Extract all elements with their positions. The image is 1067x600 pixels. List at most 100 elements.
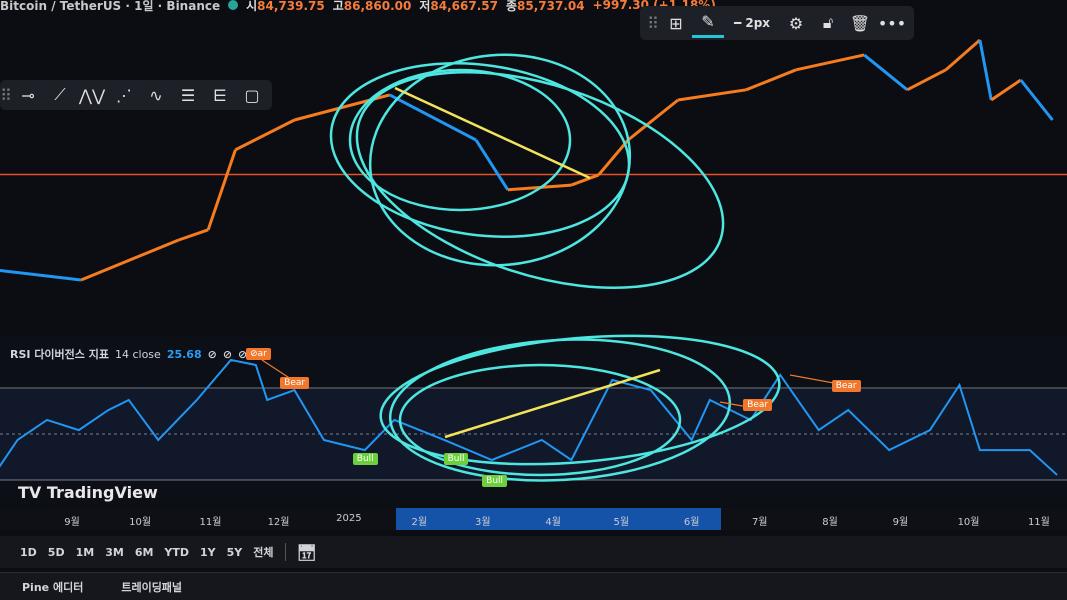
time-axis-label: 9월 xyxy=(892,517,909,528)
trash-icon[interactable]: 🗑︎ xyxy=(849,13,871,33)
rsi-legend[interactable]: RSI 다이버전스 지표 14 close 25.68 ⊘ ⊘ ⊘ xyxy=(10,346,247,362)
symbol-title[interactable]: Bitcoin / TetherUS · 1일 · Binance xyxy=(0,0,221,13)
range-3m[interactable]: 3M xyxy=(105,545,124,559)
add-grid-icon[interactable]: ⊞ xyxy=(669,13,683,33)
tab-trading-panel[interactable]: 트레이딩패널 xyxy=(121,580,183,594)
drag-handle-icon[interactable]: ⠿ xyxy=(0,85,12,105)
rsi-title: RSI 다이버전스 지표 xyxy=(10,348,109,361)
go-to-date-icon[interactable]: 📅︎ xyxy=(296,542,317,562)
close-label: 종 xyxy=(506,0,518,13)
rectangle-icon[interactable]: ▢ xyxy=(244,85,260,105)
price-segment xyxy=(944,38,981,71)
tab-pine-editor[interactable]: Pine 에디터 xyxy=(22,580,84,594)
price-segment xyxy=(178,228,209,242)
more-icon[interactable]: ••• xyxy=(877,13,907,33)
bull-divergence-label: Bull xyxy=(482,474,508,487)
range-6m[interactable]: 6M xyxy=(134,545,154,559)
line-width-label: 2px xyxy=(745,16,771,30)
time-axis-label: 3월 xyxy=(475,517,491,528)
pencil-icon[interactable]: ✎ xyxy=(692,8,724,38)
hidden-value-icon: ⊘ xyxy=(238,347,248,361)
price-segment xyxy=(978,39,993,101)
rsi-params: 14 close xyxy=(114,347,161,361)
drawing-tools-bar: ⠿ ⊸ ⟋ ⋀⋁ ⋰ ∿ ☰ ⋿ ▢ xyxy=(0,80,272,110)
price-segment xyxy=(570,173,600,187)
price-segment xyxy=(863,53,909,91)
time-axis-label: 12월 xyxy=(267,517,290,528)
time-axis-label: 9월 xyxy=(64,517,80,528)
elliott-wave-icon[interactable]: ∿ xyxy=(149,85,163,105)
time-axis-label: 2025 xyxy=(336,513,362,524)
market-status-icon xyxy=(228,0,239,10)
time-axis-label: 10월 xyxy=(129,517,152,528)
parallel-channel-icon[interactable]: ☰ xyxy=(180,85,196,105)
drag-handle-icon[interactable]: ⠿ xyxy=(647,13,659,33)
high-label: 고 xyxy=(332,0,344,13)
symbol-header: Bitcoin / TetherUS · 1일 · Binance 시84,73… xyxy=(0,0,716,14)
trend-line-icon[interactable]: ⟋ xyxy=(54,85,66,104)
line-style-icon: ━ xyxy=(733,16,746,30)
bear-divergence-label: Bear xyxy=(743,399,773,412)
time-axis-label: 10월 xyxy=(957,517,980,528)
price-segment xyxy=(597,139,630,176)
low-value: 84,667.57 xyxy=(430,0,498,13)
bottom-panel-tabs: Pine 에디터 트레이딩패널 xyxy=(0,572,1067,600)
price-segment xyxy=(677,88,747,102)
low-label: 저 xyxy=(419,0,431,13)
lock-icon[interactable]: 🔓︎ xyxy=(822,13,834,32)
open-label: 시 xyxy=(246,0,258,13)
price-segment xyxy=(474,139,510,191)
drawing-toolbar: ⠿ ⊞ ✎ ━ 2px ⚙ 🔓︎ 🗑︎ ••• xyxy=(640,6,914,40)
brand-name: TradingView xyxy=(46,483,158,502)
price-segment xyxy=(1019,79,1054,121)
rsi-band xyxy=(0,389,1067,480)
settings-icon[interactable]: ⚙ xyxy=(788,13,804,33)
horizontal-ray-icon[interactable]: ⊸ xyxy=(21,85,35,105)
selected-range-highlight xyxy=(396,508,721,530)
xabcd-pattern-icon[interactable]: ⋀⋁ xyxy=(78,85,106,105)
range-5d[interactable]: 5D xyxy=(47,545,65,559)
rsi-value: 25.68 xyxy=(166,347,202,361)
tv-logo-icon: 𝗧𝗩 xyxy=(18,483,47,502)
price-segment xyxy=(627,98,679,142)
abcd-pattern-icon[interactable]: ⋰ xyxy=(116,85,132,105)
tradingview-logo[interactable]: 𝗧𝗩 TradingView xyxy=(18,483,158,502)
hidden-value-icon: ⊘ xyxy=(222,347,233,361)
bear-divergence-label: Bear xyxy=(831,379,861,392)
open-value: 84,739.75 xyxy=(257,0,325,13)
time-axis-label: 8월 xyxy=(822,517,838,528)
bear-divergence-label: Bear xyxy=(280,377,310,390)
range-ytd[interactable]: YTD xyxy=(164,545,190,559)
range-1y[interactable]: 1Y xyxy=(200,545,216,559)
hidden-value-icon: ⊘ xyxy=(207,347,217,361)
time-axis-label: 6월 xyxy=(683,517,700,528)
bull-divergence-label: Bull xyxy=(443,453,469,466)
bull-divergence-label: Bull xyxy=(352,453,378,466)
price-segment xyxy=(234,118,296,152)
line-width-button[interactable]: ━ 2px xyxy=(724,8,780,38)
price-segment xyxy=(795,53,865,72)
high-value: 86,860.00 xyxy=(343,0,412,13)
regression-icon[interactable]: ⋿ xyxy=(213,85,227,105)
price-segment xyxy=(0,269,82,282)
price-segment xyxy=(389,93,477,142)
price-segment xyxy=(745,68,797,92)
time-axis[interactable]: 9월 10월 11월 12월 2025 2월 3월 4월 5월 6월 7월 8월 9월 10월 11월 xyxy=(0,508,1067,530)
hand-drawn-annotations xyxy=(261,53,851,482)
rsi-line xyxy=(0,358,1058,476)
time-axis-label: 11월 xyxy=(1027,517,1050,528)
range-1m[interactable]: 1M xyxy=(75,545,95,559)
range-bar: 1D 5D 1M 3M 6M YTD 1Y 5Y 전체 📅︎ xyxy=(0,536,1067,568)
price-segment xyxy=(206,149,237,231)
time-axis-label: 5월 xyxy=(613,517,630,528)
price-segment xyxy=(906,68,947,92)
time-axis-label: 11월 xyxy=(199,517,222,528)
price-segment xyxy=(990,78,1022,102)
range-all[interactable]: 전체 xyxy=(253,546,274,559)
bear-divergence-label: ⊘ar xyxy=(246,347,271,360)
chart-canvas[interactable] xyxy=(0,0,1067,508)
time-axis-label: 4월 xyxy=(545,517,561,528)
range-1d[interactable]: 1D xyxy=(20,545,37,559)
time-axis-label: 7월 xyxy=(751,517,768,528)
range-5y[interactable]: 5Y xyxy=(226,545,243,559)
